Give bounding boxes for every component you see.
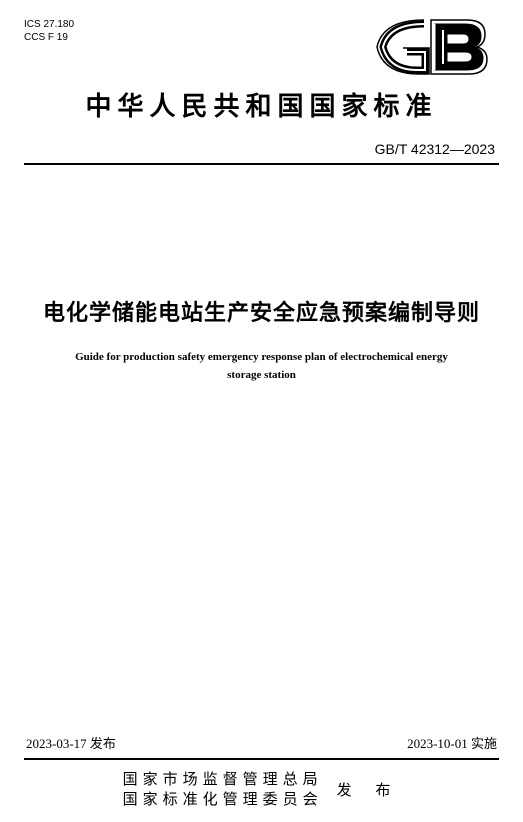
main-title-chinese: 电化学储能电站生产安全应急预案编制导则 bbox=[24, 295, 499, 327]
en-title-line1: Guide for production safety emergency re… bbox=[75, 351, 448, 363]
vertical-spacer bbox=[24, 384, 499, 732]
publisher-line2: 国家标准化管理委员会 bbox=[123, 790, 323, 810]
publish-action: 发 布 bbox=[337, 779, 401, 800]
country-standard-title: 中华人民共和国国家标准 bbox=[24, 86, 499, 123]
gb-logo-icon bbox=[369, 16, 489, 78]
document-page: ICS 27.180 CCS F 19 中华人民共和国国家标准 GB/T 423… bbox=[0, 0, 523, 822]
gb-logo-row bbox=[24, 16, 499, 78]
en-title-line2: storage station bbox=[227, 369, 296, 381]
standard-code: GB/T 42312—2023 bbox=[24, 141, 499, 157]
publish-date: 2023-03-17 发布 bbox=[26, 733, 116, 752]
dates-row: 2023-03-17 发布 2023-10-01 实施 bbox=[24, 733, 499, 752]
publisher-names: 国家市场监督管理总局 国家标准化管理委员会 bbox=[123, 770, 323, 811]
main-title-english: Guide for production safety emergency re… bbox=[24, 349, 499, 384]
publisher-line1: 国家市场监督管理总局 bbox=[123, 770, 323, 790]
divider-bottom bbox=[24, 758, 499, 760]
divider-top bbox=[24, 163, 499, 165]
publisher-row: 国家市场监督管理总局 国家标准化管理委员会 发 布 bbox=[24, 770, 499, 811]
implement-date: 2023-10-01 实施 bbox=[407, 733, 497, 752]
